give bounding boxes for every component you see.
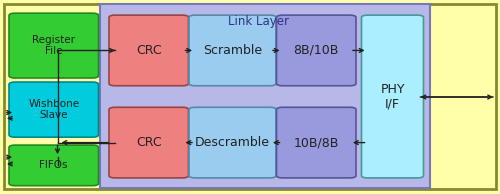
Text: Register
File: Register File: [32, 35, 75, 56]
Text: PHY
I/F: PHY I/F: [380, 82, 405, 111]
FancyBboxPatch shape: [100, 4, 430, 188]
FancyBboxPatch shape: [109, 107, 188, 178]
FancyBboxPatch shape: [189, 107, 276, 178]
FancyBboxPatch shape: [9, 145, 99, 186]
Text: Descramble: Descramble: [195, 136, 270, 149]
FancyBboxPatch shape: [4, 4, 496, 189]
Text: Wishbone
Slave: Wishbone Slave: [28, 99, 80, 120]
Text: Link Layer: Link Layer: [228, 15, 289, 28]
Text: FIFOs: FIFOs: [40, 160, 68, 170]
FancyBboxPatch shape: [362, 15, 424, 178]
FancyBboxPatch shape: [9, 82, 99, 137]
Text: 8B/10B: 8B/10B: [294, 44, 339, 57]
FancyBboxPatch shape: [276, 107, 356, 178]
FancyBboxPatch shape: [109, 15, 188, 86]
FancyBboxPatch shape: [276, 15, 356, 86]
FancyBboxPatch shape: [189, 15, 276, 86]
Text: Scramble: Scramble: [203, 44, 262, 57]
Text: 10B/8B: 10B/8B: [294, 136, 339, 149]
Text: CRC: CRC: [136, 136, 162, 149]
FancyBboxPatch shape: [9, 13, 99, 78]
Text: CRC: CRC: [136, 44, 162, 57]
